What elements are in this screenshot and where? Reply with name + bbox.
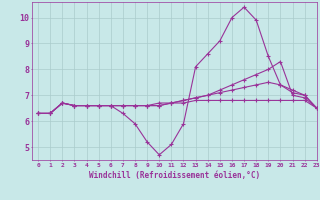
- X-axis label: Windchill (Refroidissement éolien,°C): Windchill (Refroidissement éolien,°C): [89, 171, 260, 180]
